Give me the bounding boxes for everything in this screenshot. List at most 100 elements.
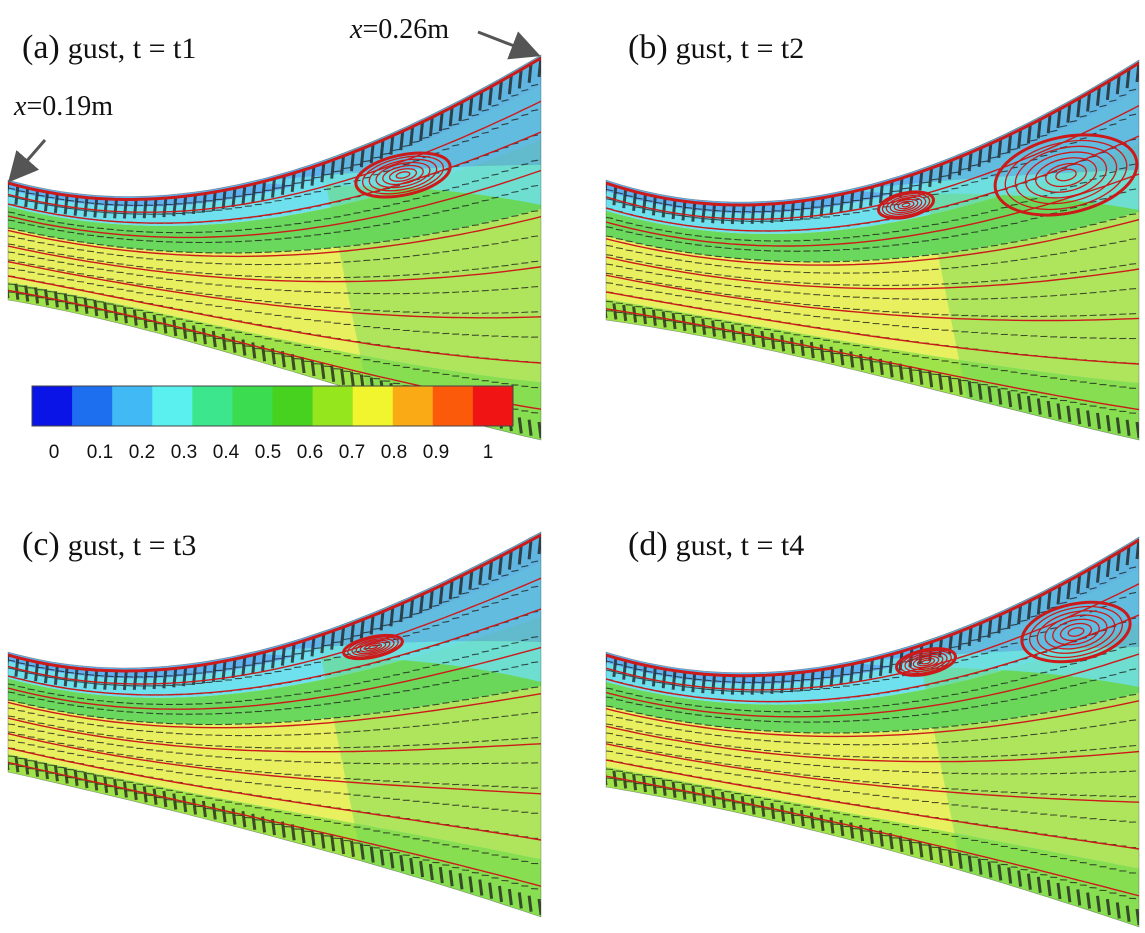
contour-band-2 xyxy=(8,616,541,725)
colorbar-cell-2 xyxy=(112,386,153,426)
streamlines xyxy=(606,538,1139,897)
colorbar-tick-label: 0.1 xyxy=(87,442,113,463)
colorbar-tick-label: 0.4 xyxy=(213,442,240,463)
streamlines xyxy=(8,56,541,410)
contour-field xyxy=(8,532,541,917)
contour-band-3 xyxy=(606,693,1139,869)
domain-outline xyxy=(7,531,542,918)
vortex-1 xyxy=(895,647,957,677)
streamline-5 xyxy=(606,743,1139,803)
vortex-0 xyxy=(354,151,452,199)
streamline-4 xyxy=(8,717,541,753)
streamline-6 xyxy=(8,747,541,841)
wall-streamline xyxy=(8,533,541,673)
streamline-6 xyxy=(606,291,1139,365)
contour-band-3 xyxy=(8,686,541,860)
streamline-0 xyxy=(606,104,1139,220)
colorbar: 0 0.1 0.2 0.3 0.4 0.5 0.6 0.7 0.8 0.9 1 xyxy=(31,385,514,463)
contour-band-2 xyxy=(606,622,1139,733)
colorbar-cell-11 xyxy=(472,386,514,426)
streamline-1 xyxy=(8,608,541,696)
colorbar-cell-4 xyxy=(192,386,233,426)
panel-c: (c) gust, t = t3 xyxy=(7,526,542,918)
contour-band-3 xyxy=(606,212,1139,383)
panel-c-label: (c) gust, t = t3 xyxy=(22,526,196,563)
streamline-3 xyxy=(8,216,541,258)
separation-region xyxy=(247,532,541,654)
vortex-0 xyxy=(342,633,404,661)
colorbar-cell-9 xyxy=(392,386,434,426)
velocity-vectors xyxy=(606,538,1139,926)
colorbar-cell-8 xyxy=(352,386,394,426)
wall-streamline xyxy=(8,56,541,201)
wall-streamline xyxy=(606,61,1139,207)
streamline-1 xyxy=(606,614,1139,703)
colorbar-tick-label: 0.5 xyxy=(255,442,281,463)
contour-band-2 xyxy=(606,143,1139,262)
colorbar-cell-10 xyxy=(432,386,474,426)
streamlines xyxy=(606,61,1139,411)
colorbar-tick-label: 1 xyxy=(483,442,494,463)
colorbar-tick-label: 0.7 xyxy=(339,442,365,463)
streamline-5 xyxy=(8,260,541,319)
panel-c-field xyxy=(7,531,542,918)
annotation-right: x=0.26m xyxy=(349,14,541,60)
streamline-5 xyxy=(606,274,1139,322)
colorbar-ticks: 0 0.1 0.2 0.3 0.4 0.5 0.6 0.7 0.8 0.9 1 xyxy=(49,442,494,463)
streamline-4 xyxy=(8,245,541,283)
separation-region xyxy=(845,537,1139,663)
colorbar-cell-3 xyxy=(152,386,193,426)
panel-b-field xyxy=(605,59,1140,441)
annotation-left: x=0.19m xyxy=(8,91,113,183)
streamline-6 xyxy=(606,759,1139,850)
streamline-1 xyxy=(606,135,1139,232)
domain-outline xyxy=(605,536,1140,928)
streamline-2 xyxy=(8,169,541,239)
panel-d: (d) gust, t = t4 xyxy=(605,526,1140,928)
colorbar-cell-6 xyxy=(272,386,314,426)
colorbar-tick-label: 0.3 xyxy=(171,442,197,463)
contour-field xyxy=(606,60,1139,440)
domain-outline xyxy=(605,59,1140,441)
streamline-2 xyxy=(606,653,1139,718)
streamline-0 xyxy=(8,100,541,213)
streamline-7 xyxy=(606,775,1139,897)
streamline-0 xyxy=(606,583,1139,691)
separation-region xyxy=(845,60,1139,191)
domain-outline xyxy=(7,54,542,441)
velocity-vectors xyxy=(606,61,1139,439)
streamline-7 xyxy=(8,761,541,887)
vortex-0 xyxy=(1020,600,1132,664)
vortex-1 xyxy=(876,190,936,220)
colorbar-cell-7 xyxy=(312,386,354,426)
panel-d-field xyxy=(605,536,1140,928)
colorbar-tick-label: 0.8 xyxy=(381,442,407,463)
colorbar-cell-0 xyxy=(32,386,73,426)
colorbar-tick-label: 0.2 xyxy=(129,442,155,463)
colorbar-tick-label: 0.9 xyxy=(423,442,449,463)
streamline-0 xyxy=(8,577,541,685)
streamline-3 xyxy=(606,700,1139,738)
colorbar-cell-1 xyxy=(72,386,113,426)
streamline-3 xyxy=(606,218,1139,266)
streamline-7 xyxy=(606,308,1139,411)
streamline-3 xyxy=(8,693,541,729)
streamline-5 xyxy=(8,732,541,795)
annotation-right-text: x=0.26m xyxy=(349,14,449,45)
contour-band-4 xyxy=(606,766,1139,927)
colorbar-tick-label: 0 xyxy=(49,442,60,463)
vortex-0 xyxy=(993,133,1139,217)
annotation-left-arrow xyxy=(8,139,47,183)
streamline-4 xyxy=(606,725,1139,763)
annotation-left-text: x=0.19m xyxy=(13,91,113,122)
streamline-2 xyxy=(8,646,541,710)
streamline-1 xyxy=(8,131,541,224)
panel-b-label: (b) gust, t = t2 xyxy=(628,29,804,66)
panel-b: (b) gust, t = t2 xyxy=(605,29,1140,441)
annotation-right-arrow xyxy=(477,30,541,60)
wall-streamline xyxy=(606,538,1139,678)
streamline-6 xyxy=(8,275,541,364)
contour-band-4 xyxy=(8,754,541,917)
panel-d-label: (d) gust, t = t4 xyxy=(628,526,804,563)
